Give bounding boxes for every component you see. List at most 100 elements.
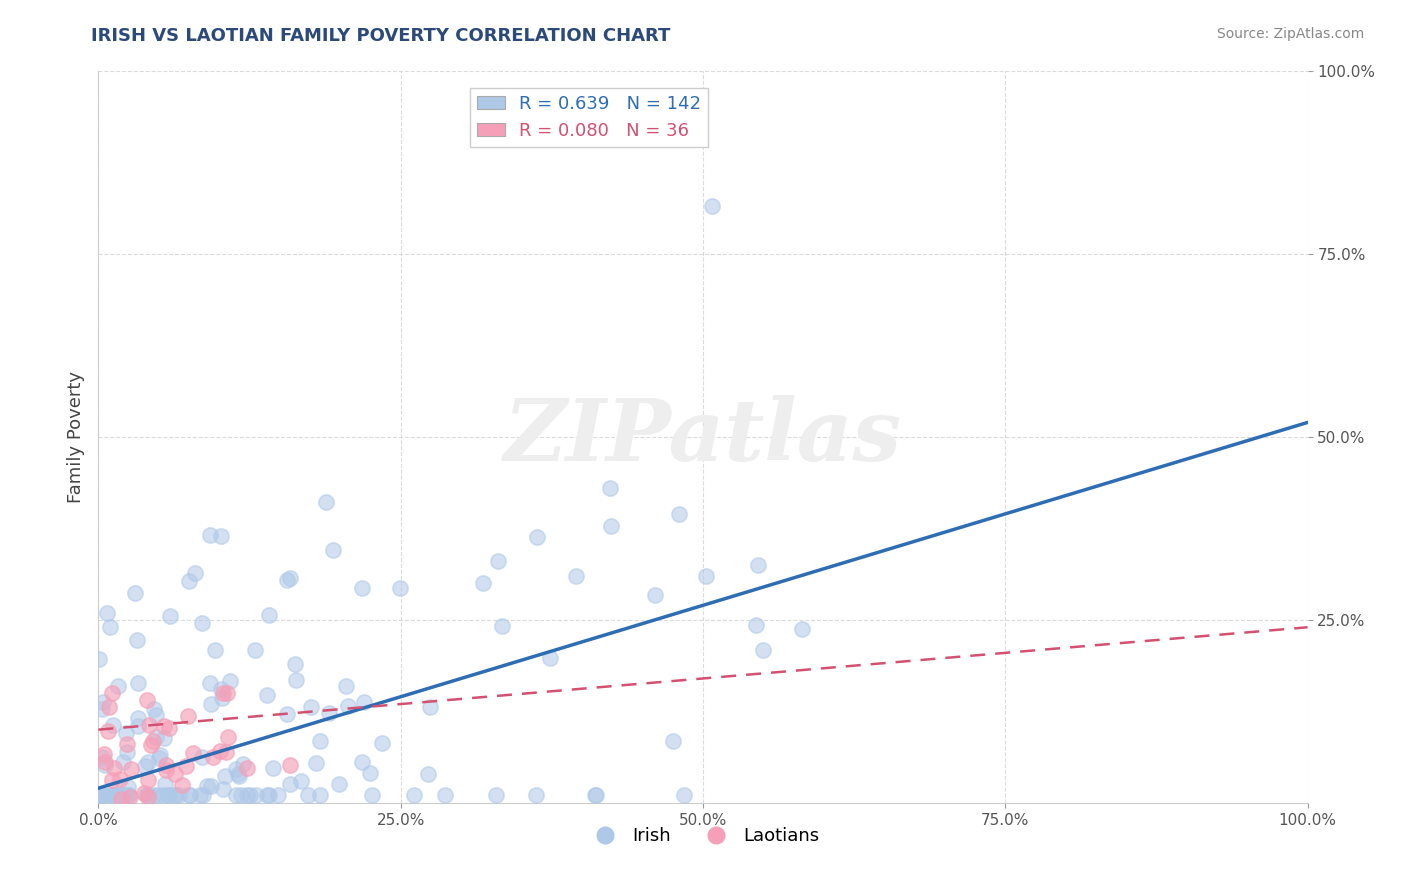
Point	[335, 679, 357, 693]
Point	[183, 566, 205, 581]
Point	[599, 519, 621, 533]
Point	[361, 789, 384, 803]
Point	[212, 782, 235, 797]
Point	[256, 789, 278, 803]
Point	[155, 763, 177, 777]
Point	[114, 789, 136, 803]
Point	[104, 789, 127, 803]
Point	[146, 789, 169, 803]
Point	[745, 618, 768, 632]
Point	[235, 789, 257, 803]
Point	[225, 762, 247, 776]
Point	[191, 616, 214, 631]
Point	[278, 757, 301, 772]
Point	[167, 789, 190, 803]
Point	[419, 699, 441, 714]
Point	[668, 507, 690, 521]
Point	[209, 681, 232, 696]
Point	[245, 789, 267, 803]
Point	[322, 542, 344, 557]
Point	[209, 744, 232, 758]
Point	[644, 588, 666, 602]
Point	[662, 734, 685, 748]
Point	[101, 718, 124, 732]
Point	[165, 789, 187, 803]
Point	[127, 676, 149, 690]
Point	[299, 699, 322, 714]
Point	[159, 789, 181, 803]
Point	[118, 789, 141, 804]
Point	[179, 789, 201, 803]
Point	[142, 789, 165, 803]
Point	[136, 755, 159, 769]
Point	[163, 767, 186, 781]
Point	[96, 606, 118, 620]
Point	[125, 632, 148, 647]
Point	[98, 699, 121, 714]
Point	[142, 734, 165, 748]
Point	[136, 773, 159, 788]
Point	[155, 758, 177, 772]
Point	[91, 789, 114, 803]
Point	[486, 554, 509, 568]
Point	[538, 651, 561, 665]
Point	[228, 769, 250, 783]
Point	[138, 717, 160, 731]
Point	[115, 726, 138, 740]
Point	[747, 558, 769, 573]
Legend: Irish, Laotians: Irish, Laotians	[579, 820, 827, 852]
Point	[315, 495, 337, 509]
Point	[124, 585, 146, 599]
Point	[200, 779, 222, 793]
Point	[97, 723, 120, 738]
Point	[157, 721, 180, 735]
Point	[751, 643, 773, 657]
Point	[239, 789, 262, 803]
Point	[110, 792, 132, 806]
Point	[153, 719, 176, 733]
Point	[276, 707, 298, 722]
Point	[318, 706, 340, 720]
Text: IRISH VS LAOTIAN FAMILY POVERTY CORRELATION CHART: IRISH VS LAOTIAN FAMILY POVERTY CORRELAT…	[91, 27, 671, 45]
Point	[599, 481, 621, 495]
Text: ZIPatlas: ZIPatlas	[503, 395, 903, 479]
Point	[673, 789, 696, 803]
Point	[209, 529, 232, 543]
Point	[153, 777, 176, 791]
Point	[145, 730, 167, 744]
Point	[112, 789, 135, 803]
Point	[91, 695, 114, 709]
Point	[700, 198, 723, 212]
Point	[153, 731, 176, 745]
Point	[790, 622, 813, 636]
Point	[159, 609, 181, 624]
Point	[259, 607, 281, 622]
Point	[418, 767, 440, 781]
Point	[108, 789, 131, 803]
Point	[157, 789, 180, 803]
Point	[188, 789, 211, 803]
Point	[118, 789, 141, 803]
Point	[148, 751, 170, 765]
Point	[132, 786, 155, 800]
Point	[111, 789, 134, 803]
Point	[211, 690, 233, 705]
Point	[149, 748, 172, 763]
Point	[108, 772, 131, 786]
Point	[219, 673, 242, 688]
Point	[585, 789, 607, 803]
Point	[278, 777, 301, 791]
Point	[565, 568, 588, 582]
Point	[198, 676, 221, 690]
Point	[259, 789, 281, 803]
Point	[179, 574, 201, 589]
Point	[87, 789, 110, 803]
Point	[98, 620, 121, 634]
Point	[305, 756, 328, 771]
Point	[350, 756, 373, 770]
Point	[200, 697, 222, 711]
Point	[524, 789, 547, 803]
Point	[136, 789, 159, 804]
Point	[290, 774, 312, 789]
Point	[91, 789, 114, 803]
